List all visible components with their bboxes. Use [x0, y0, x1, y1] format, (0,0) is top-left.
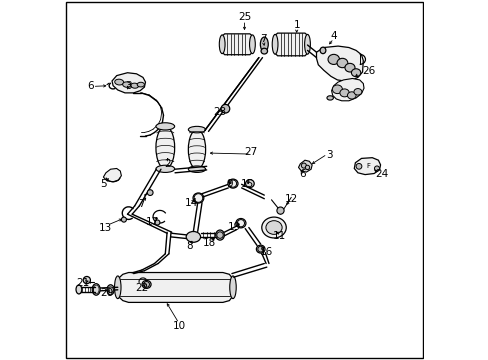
- Text: 25: 25: [237, 12, 251, 22]
- Text: 21: 21: [77, 278, 90, 288]
- Circle shape: [221, 104, 229, 113]
- Polygon shape: [222, 34, 252, 55]
- Text: 5: 5: [100, 179, 106, 189]
- Ellipse shape: [156, 126, 174, 169]
- Text: 24: 24: [375, 168, 388, 179]
- Ellipse shape: [188, 166, 205, 172]
- Polygon shape: [354, 158, 380, 175]
- Polygon shape: [275, 33, 307, 56]
- Ellipse shape: [260, 37, 268, 51]
- Ellipse shape: [336, 58, 347, 68]
- Ellipse shape: [235, 219, 245, 228]
- Polygon shape: [103, 168, 121, 182]
- Circle shape: [155, 220, 160, 225]
- Ellipse shape: [122, 82, 131, 87]
- Ellipse shape: [261, 48, 267, 54]
- Ellipse shape: [229, 276, 236, 299]
- Circle shape: [237, 220, 244, 227]
- Ellipse shape: [115, 79, 123, 85]
- Ellipse shape: [353, 89, 361, 95]
- Text: 20: 20: [100, 288, 113, 298]
- Text: 10: 10: [172, 321, 185, 331]
- Ellipse shape: [245, 180, 254, 188]
- Ellipse shape: [107, 285, 114, 295]
- Text: 8: 8: [186, 240, 193, 251]
- Circle shape: [229, 180, 236, 187]
- Ellipse shape: [339, 89, 348, 97]
- Text: 12: 12: [284, 194, 297, 204]
- Polygon shape: [331, 78, 363, 101]
- Polygon shape: [298, 160, 311, 172]
- Circle shape: [355, 163, 361, 169]
- Circle shape: [107, 287, 113, 293]
- Polygon shape: [118, 273, 232, 302]
- Text: 6: 6: [87, 81, 94, 91]
- Ellipse shape: [188, 130, 205, 169]
- Ellipse shape: [344, 63, 354, 72]
- Ellipse shape: [130, 83, 139, 88]
- Text: 7: 7: [260, 34, 266, 44]
- Ellipse shape: [265, 221, 282, 234]
- Text: F: F: [366, 163, 370, 169]
- Polygon shape: [112, 73, 145, 93]
- Ellipse shape: [249, 35, 255, 54]
- Circle shape: [301, 163, 306, 168]
- Ellipse shape: [142, 280, 151, 288]
- Ellipse shape: [347, 92, 355, 99]
- Circle shape: [305, 165, 309, 170]
- Ellipse shape: [137, 82, 144, 87]
- Text: 4: 4: [330, 31, 336, 41]
- Ellipse shape: [188, 126, 205, 133]
- Text: 14: 14: [184, 198, 198, 208]
- Text: 11: 11: [273, 231, 286, 241]
- Ellipse shape: [320, 47, 325, 54]
- Text: 19: 19: [227, 222, 241, 232]
- Ellipse shape: [227, 179, 238, 188]
- Ellipse shape: [186, 231, 200, 242]
- Text: 23: 23: [213, 107, 226, 117]
- Text: 9: 9: [226, 179, 233, 189]
- Ellipse shape: [327, 54, 339, 64]
- Text: 17: 17: [146, 217, 159, 228]
- Circle shape: [83, 276, 90, 284]
- Ellipse shape: [76, 285, 81, 294]
- Text: 1: 1: [293, 20, 300, 30]
- Ellipse shape: [193, 193, 203, 203]
- Text: 18: 18: [202, 238, 215, 248]
- Text: 3: 3: [125, 81, 132, 91]
- Circle shape: [194, 194, 203, 202]
- Text: 3: 3: [325, 150, 332, 160]
- Text: 16: 16: [260, 247, 273, 257]
- Ellipse shape: [156, 123, 174, 130]
- Text: 22: 22: [135, 283, 148, 293]
- Ellipse shape: [332, 85, 342, 94]
- Text: 13: 13: [99, 222, 112, 233]
- Ellipse shape: [121, 217, 126, 222]
- Polygon shape: [316, 46, 363, 81]
- Ellipse shape: [114, 276, 121, 299]
- Circle shape: [147, 190, 153, 195]
- Ellipse shape: [92, 284, 100, 295]
- Ellipse shape: [304, 35, 310, 54]
- Text: 26: 26: [361, 66, 375, 76]
- Ellipse shape: [272, 35, 277, 54]
- Ellipse shape: [256, 245, 264, 253]
- Circle shape: [257, 246, 263, 252]
- Ellipse shape: [219, 35, 224, 54]
- Circle shape: [276, 207, 284, 214]
- Circle shape: [374, 166, 379, 171]
- Ellipse shape: [156, 165, 174, 172]
- Text: 7: 7: [138, 199, 144, 209]
- Ellipse shape: [326, 96, 333, 100]
- Ellipse shape: [351, 69, 360, 77]
- Text: 6: 6: [298, 168, 305, 179]
- Circle shape: [216, 232, 223, 238]
- Text: 27: 27: [244, 147, 257, 157]
- Text: 15: 15: [240, 179, 253, 189]
- Ellipse shape: [215, 230, 224, 240]
- Ellipse shape: [261, 217, 285, 238]
- Circle shape: [143, 282, 149, 287]
- Text: 2: 2: [163, 159, 170, 169]
